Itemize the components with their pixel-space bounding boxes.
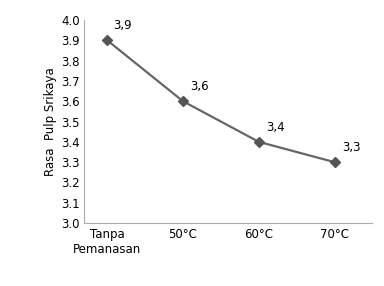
Text: 3,4: 3,4 [266,121,285,134]
Text: 3,6: 3,6 [190,80,209,93]
Text: 3,9: 3,9 [113,19,132,32]
Text: 3,3: 3,3 [342,141,361,154]
Y-axis label: Rasa  Pulp Srikaya: Rasa Pulp Srikaya [44,67,57,176]
